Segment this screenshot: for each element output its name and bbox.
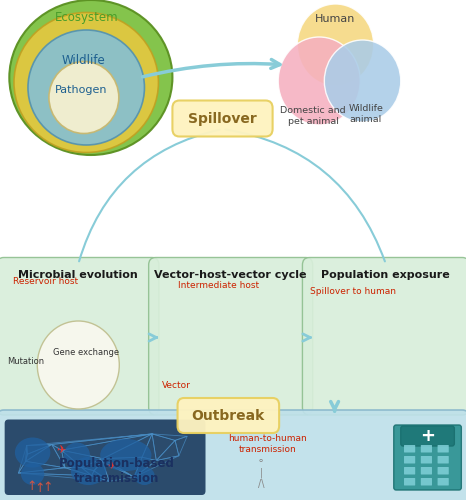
FancyBboxPatch shape — [404, 478, 415, 486]
Ellipse shape — [134, 467, 155, 485]
Text: Spillover: Spillover — [188, 112, 257, 126]
FancyBboxPatch shape — [394, 425, 461, 490]
Circle shape — [324, 40, 401, 122]
Text: Population exposure: Population exposure — [322, 270, 450, 280]
Ellipse shape — [64, 442, 90, 468]
Circle shape — [37, 321, 119, 409]
Text: +: + — [420, 427, 435, 445]
FancyBboxPatch shape — [421, 445, 432, 452]
Text: ✈: ✈ — [56, 445, 65, 455]
Ellipse shape — [49, 62, 119, 134]
Text: ↑: ↑ — [42, 481, 53, 494]
FancyBboxPatch shape — [0, 410, 466, 500]
Text: Human: Human — [315, 14, 356, 24]
Text: Population-based
transmission: Population-based transmission — [59, 457, 174, 485]
Text: Vector-host-vector cycle: Vector-host-vector cycle — [154, 270, 307, 280]
Text: Spillover to human: Spillover to human — [310, 286, 396, 296]
Ellipse shape — [15, 438, 50, 468]
Text: Gene exchange: Gene exchange — [53, 348, 119, 357]
Text: ↑: ↑ — [34, 482, 45, 496]
Circle shape — [297, 4, 374, 86]
Ellipse shape — [9, 0, 172, 155]
Text: human-to-human
transmission: human-to-human transmission — [229, 434, 307, 454]
Ellipse shape — [100, 439, 151, 471]
FancyBboxPatch shape — [438, 456, 449, 464]
Text: Mutation: Mutation — [7, 356, 44, 366]
Text: ⚬
|
/\: ⚬ | /\ — [257, 456, 265, 490]
FancyBboxPatch shape — [421, 456, 432, 464]
Text: Intermediate host: Intermediate host — [178, 280, 259, 289]
FancyBboxPatch shape — [401, 426, 454, 446]
Text: Wildlife: Wildlife — [62, 54, 106, 66]
FancyBboxPatch shape — [172, 100, 273, 136]
Circle shape — [278, 37, 360, 125]
FancyBboxPatch shape — [149, 258, 313, 415]
FancyBboxPatch shape — [438, 467, 449, 474]
Ellipse shape — [71, 457, 106, 485]
FancyBboxPatch shape — [404, 456, 415, 464]
Ellipse shape — [28, 30, 144, 145]
FancyBboxPatch shape — [404, 467, 415, 474]
FancyBboxPatch shape — [421, 467, 432, 474]
FancyBboxPatch shape — [438, 478, 449, 486]
Ellipse shape — [14, 12, 158, 152]
Text: Pathogen: Pathogen — [55, 85, 108, 95]
FancyBboxPatch shape — [302, 258, 466, 415]
FancyBboxPatch shape — [438, 445, 449, 452]
FancyBboxPatch shape — [5, 420, 206, 495]
FancyBboxPatch shape — [178, 398, 279, 433]
Text: Outbreak: Outbreak — [192, 408, 265, 422]
Text: Microbial evolution: Microbial evolution — [18, 270, 137, 280]
Text: Wildlife
animal: Wildlife animal — [349, 104, 383, 124]
Ellipse shape — [21, 463, 44, 485]
Text: ↑: ↑ — [27, 480, 37, 492]
FancyBboxPatch shape — [404, 445, 415, 452]
Text: Reservoir host: Reservoir host — [13, 277, 78, 286]
Text: Vector: Vector — [162, 382, 191, 390]
Text: Ecosystem: Ecosystem — [55, 11, 118, 24]
FancyBboxPatch shape — [0, 258, 159, 415]
Text: ✈: ✈ — [108, 461, 116, 471]
Text: Domestic and
pet animal: Domestic and pet animal — [281, 106, 346, 126]
FancyBboxPatch shape — [421, 478, 432, 486]
